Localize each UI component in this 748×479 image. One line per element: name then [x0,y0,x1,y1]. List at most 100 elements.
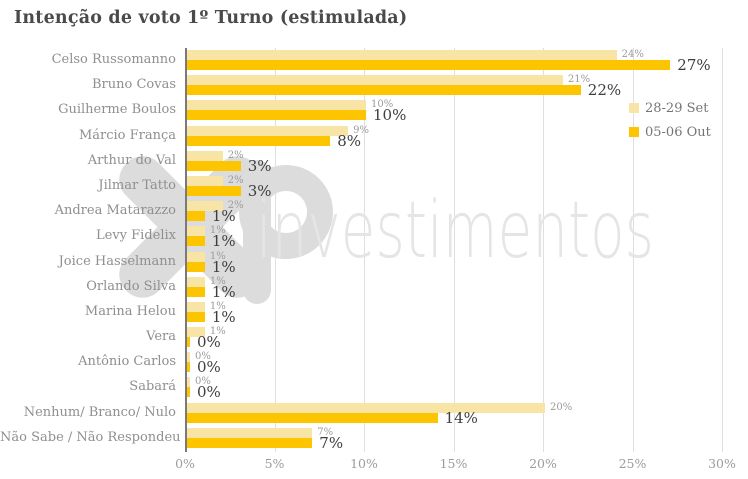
legend-swatch-light [629,103,639,113]
bar-group: 24% 27% [187,48,748,74]
chart-row: Joice Hasselmann 1% 1% [0,250,748,276]
bar-group: 0% 0% [187,375,748,402]
bar-dark [187,412,438,423]
chart-row: Sabará 0% 0% [0,375,748,402]
gridline [364,48,365,452]
bar-group: 2% 3% [187,174,748,200]
bar-dark [187,85,581,96]
value-label-dark: 1% [211,307,236,326]
bar-group: 1% 0% [187,325,748,352]
legend-item-set: 28-29 Set [629,96,711,120]
category-label: Celso Russomanno [51,52,176,67]
bar-light [187,100,366,111]
chart-row: Jilmar Tatto 2% 3% [0,174,748,200]
chart-row: Andrea Matarazzo 2% 1% [0,199,748,226]
value-label-light: 21% [567,74,591,86]
chart-row: Levy Fidelix 1% 1% [0,224,748,250]
bar-dark [187,362,190,373]
bar-group: 1% 1% [187,275,748,301]
bar-group: 1% 1% [187,224,748,250]
category-label: Jilmar Tatto [98,177,176,193]
value-label-dark: 14% [444,408,478,427]
value-label-light: 20% [550,401,573,413]
category-label: Joice Hasselmann [58,253,176,269]
gridline [722,48,723,452]
category-label: Márcio França [78,127,176,143]
category-label: Levy Fidelix [96,228,176,244]
category-label: Nenhum/ Branco/ Nulo [23,404,176,420]
category-label: Andrea Matarazzo [54,203,176,219]
value-label-light: 7% [317,426,334,438]
bar-group: 2% 1% [187,199,748,226]
bar-light [187,75,563,86]
x-tick-label: 25% [618,456,647,471]
value-label-dark: 22% [587,81,622,100]
bar-dark [187,110,366,121]
bar-dark [187,211,205,222]
bar-light [187,251,205,262]
bar-dark [187,437,313,448]
category-label: Vera [146,329,176,345]
bar-light [187,377,190,388]
value-label-light: 1% [209,326,226,338]
x-tick-label: 10% [350,456,378,471]
value-label-dark: 3% [247,156,272,175]
category-label: Marina Helou [84,303,176,319]
bar-light [187,427,313,438]
bar-light [187,150,223,161]
x-tick-label: 5% [264,456,285,471]
value-label-dark: 0% [197,383,221,402]
bar-dark [187,387,190,398]
legend-label-dark: 05-06 Out [645,124,711,140]
bar-dark [187,337,190,348]
chart-row: Nenhum/ Branco/ Nulo 20% 14% [0,401,748,427]
value-label-light: 1% [209,300,226,312]
value-label-light: 0% [195,351,211,363]
value-label-dark: 1% [211,207,236,226]
chart-row: Orlando Silva 1% 1% [0,275,748,301]
value-label-light: 0% [195,376,211,388]
gridline [543,48,544,452]
chart-row: Guilherme Boulos 10% 10% [0,98,748,125]
value-label-dark: 27% [677,56,711,74]
bar-light [187,402,545,413]
value-label-dark: 8% [337,131,361,150]
legend-swatch-dark [629,127,639,137]
legend-item-out: 05-06 Out [629,120,711,144]
bar-light [187,327,205,338]
value-label-dark: 7% [319,433,344,452]
value-label-light: 2% [227,174,244,186]
value-label-dark: 0% [197,333,221,352]
chart-row: Arthur do Val 2% 3% [0,149,748,175]
bar-group: 1% 1% [187,300,748,326]
category-label: Sabará [129,379,176,395]
legend-label-light: 28-29 Set [645,100,709,116]
chart-row: Celso Russomanno 24% 27% [0,48,748,74]
bar-group: 9% 8% [187,124,748,150]
bar-light [187,276,205,287]
chart-title: Intenção de voto 1º Turno (estimulada) [14,8,408,28]
bar-dark [187,311,205,322]
bar-light [187,175,223,186]
gridline [453,48,455,452]
category-label: Guilherme Boulos [58,102,176,118]
y-axis-line [185,48,187,452]
chart-row: Não Sabe / Não Respondeu 7% 7% [0,426,748,452]
value-label-dark: 0% [197,358,221,377]
bar-light [187,125,349,136]
chart-row: Marina Helou 1% 1% [0,300,748,326]
value-label-light: 24% [621,49,644,60]
chart-row: Márcio França 9% 8% [0,124,748,150]
bar-group: 21% 22% [187,73,748,100]
x-tick-label: 20% [529,456,557,471]
value-label-dark: 10% [373,106,407,125]
chart-row: Vera 1% 0% [0,325,748,352]
bar-group: 7% 7% [187,426,748,452]
legend: 28-29 Set 05-06 Out [629,96,711,144]
chart-row: Bruno Covas 21% 22% [0,73,748,100]
category-label: Não Sabe / Não Respondeu [0,429,181,445]
bar-dark [187,236,205,247]
value-label-dark: 1% [211,282,236,301]
bar-dark [187,185,241,196]
bar-dark [187,160,241,171]
